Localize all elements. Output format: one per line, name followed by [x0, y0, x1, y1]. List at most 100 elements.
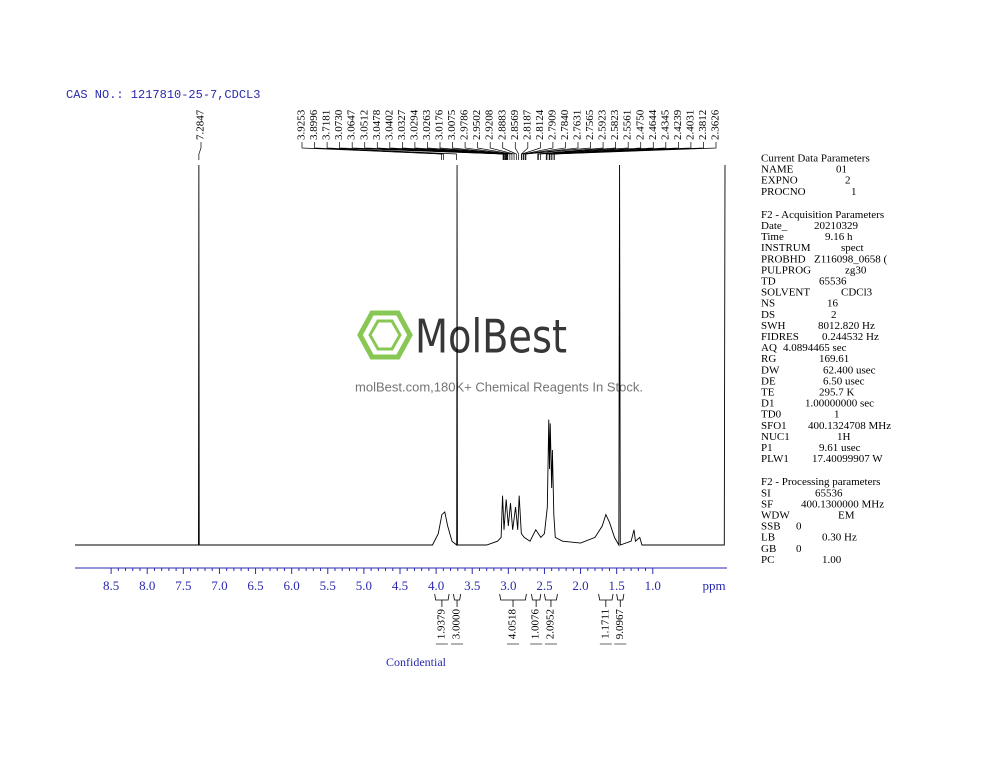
parameter-name: PROBHD: [761, 253, 806, 265]
x-tick-label: 3.0: [500, 578, 516, 593]
spectrum: [75, 164, 726, 547]
peak-label: 2.3812: [697, 110, 709, 140]
peak-marker: [314, 142, 444, 160]
peak-label: 2.3626: [710, 109, 722, 140]
parameter-name: INSTRUM: [761, 242, 811, 254]
parameter-name: D1: [761, 398, 774, 410]
parameter-name: SF: [761, 498, 773, 510]
parameter-value: 9.16 h: [825, 231, 853, 243]
parameter-section-title: F2 - Acquisition Parameters: [761, 209, 884, 221]
logo-hexagon: [357, 310, 413, 360]
parameter-name: DW: [761, 364, 780, 376]
integral-label: 2.0952: [544, 609, 556, 639]
peak-label: 2.4239: [672, 109, 684, 140]
peak-marker: [554, 142, 717, 160]
parameter-value: 1H: [837, 431, 851, 443]
parameter-name: WDW: [761, 510, 790, 522]
peak-label: 2.5923: [597, 109, 609, 140]
parameter-value: 16: [827, 298, 839, 310]
peak-marker: [427, 142, 507, 160]
x-axis-label: ppm: [702, 578, 725, 593]
peak-label: 2.8883: [496, 109, 508, 140]
parameter-name: P1: [761, 442, 773, 454]
footer: Confidential: [386, 655, 447, 669]
parameter-value: 0.30 Hz: [822, 532, 857, 544]
peak-label: 2.7631: [572, 110, 584, 140]
parameter-name: PC: [761, 554, 774, 566]
parameter-name: TD0: [761, 409, 782, 421]
x-tick-label: 1.5: [609, 578, 625, 593]
parameter-name: RG: [761, 353, 776, 365]
peak-label: 3.0176: [434, 109, 446, 140]
peak-label: 2.9786: [459, 109, 471, 140]
parameter-value: 1.00000000 sec: [805, 398, 874, 410]
watermark: MolBest molBest.com,180K+ Chemical Reage…: [355, 310, 643, 395]
x-tick-label: 2.0: [572, 578, 588, 593]
parameter-name: GB: [761, 543, 776, 555]
peak-label: 2.7909: [546, 109, 558, 140]
parameter-value: 2: [845, 175, 851, 187]
peak-label: 3.0730: [333, 109, 345, 140]
parameter-value: 1: [851, 186, 857, 198]
peak-marker: [489, 142, 515, 160]
peak-marker: [546, 142, 654, 160]
parameter-value: 295.7 K: [819, 387, 855, 399]
x-tick-label: 5.5: [320, 578, 336, 593]
peak-marker: [521, 142, 529, 160]
parameter-name: TE: [761, 387, 775, 399]
x-tick-label: 6.0: [284, 578, 300, 593]
parameter-name: PROCNO: [761, 186, 806, 198]
peak-label: 2.7565: [584, 109, 596, 140]
x-tick-label: 5.0: [356, 578, 372, 593]
parameter-name: AQ: [761, 342, 777, 354]
peak-label: 3.0512: [358, 110, 370, 140]
x-tick-label: 6.5: [247, 578, 263, 593]
peak-label: 2.4345: [659, 109, 671, 140]
peak-marker: [525, 142, 579, 160]
peak-marker: [538, 142, 616, 160]
peak-marker: [525, 142, 591, 160]
x-tick-label: 8.5: [103, 578, 119, 593]
parameter-value: zg30: [845, 264, 867, 276]
peak-marker: [439, 142, 508, 160]
parameter-value: Z116098_0658 (: [814, 253, 888, 265]
peak-marker: [514, 142, 520, 160]
header: CAS NO.: 1217810-25-7,CDCL3: [66, 88, 260, 102]
peak-label: 2.8187: [521, 109, 533, 140]
peak-label: 2.4031: [684, 110, 696, 140]
peak-marker: [523, 142, 566, 160]
parameter-name: SOLVENT: [761, 287, 810, 299]
peak-label: 3.0075: [446, 109, 458, 140]
parameter-value: 65536: [815, 487, 843, 499]
peak-label: 3.9253: [296, 109, 308, 140]
parameter-value: CDCl3: [841, 287, 873, 299]
x-tick-label: 7.0: [211, 578, 227, 593]
peak-label: 2.9502: [471, 110, 483, 140]
integral-label: 3.0000: [451, 609, 463, 640]
x-tick-label: 4.0: [428, 578, 444, 593]
peak-label: 2.4644: [647, 109, 659, 140]
peak-label: 3.7181: [321, 110, 333, 140]
parameter-name: Date_: [761, 220, 788, 232]
peak-label: 2.5823: [609, 109, 621, 140]
parameter-name: SI: [761, 487, 771, 499]
peak-marker: [452, 142, 509, 160]
watermark-brand: MolBest: [415, 310, 567, 364]
peak-label: 7.2847: [195, 109, 207, 140]
parameter-value: spect: [841, 242, 864, 254]
parameter-value: 20210329: [814, 220, 859, 232]
parameter-name: DE: [761, 375, 776, 387]
integral-label: 4.0518: [507, 609, 519, 640]
parameter-name: DS: [761, 309, 775, 321]
peak-label: 3.0294: [408, 109, 420, 140]
parameter-value: 2: [831, 309, 837, 321]
parameter-name: SFO1: [761, 420, 787, 432]
peak-marker: [521, 142, 541, 160]
parameter-name: FIDRES: [761, 331, 799, 343]
peak-marker: [545, 142, 642, 160]
peak-marker: [326, 142, 457, 160]
parameter-value: 1.00: [822, 554, 842, 566]
parameter-name: TD: [761, 276, 776, 288]
x-tick-label: 3.5: [464, 578, 480, 593]
